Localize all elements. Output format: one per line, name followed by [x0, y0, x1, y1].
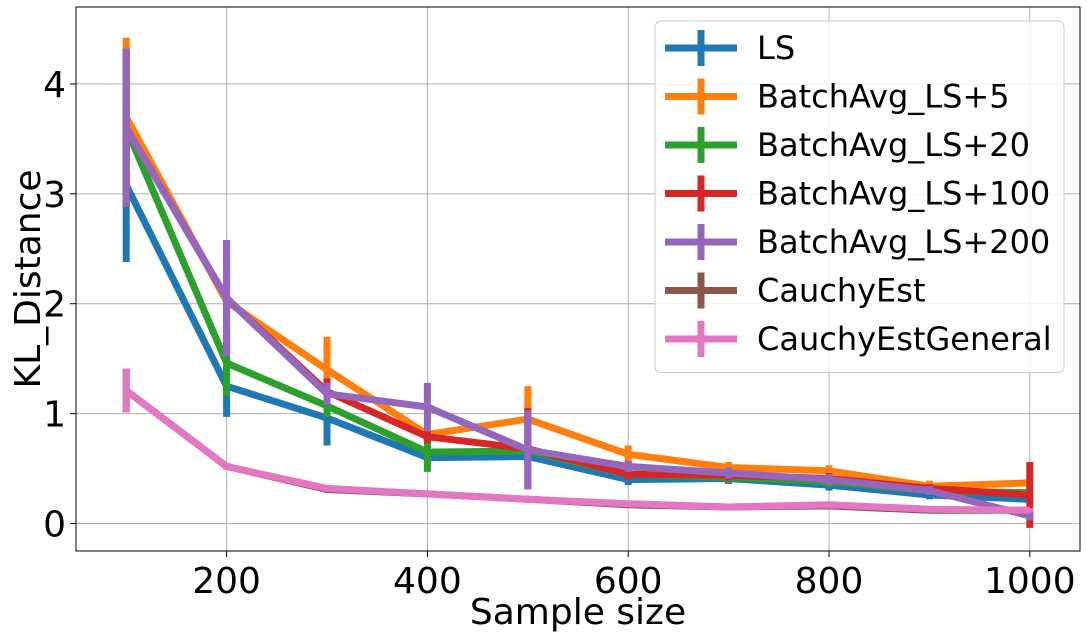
x-tick-label: 600 — [594, 561, 663, 602]
ticks: 200 400 600 800 1000 0 1 2 3 4 — [43, 65, 1076, 602]
legend-item: CauchyEstGeneral — [665, 320, 1052, 358]
series-line — [123, 183, 1030, 503]
y-tick-label: 0 — [43, 505, 66, 546]
y-tick-label: 1 — [43, 395, 66, 436]
legend-item: BatchAvg_LS+100 — [665, 175, 1050, 213]
x-axis-label: Sample size — [470, 592, 686, 633]
x-tick-label: 1000 — [984, 561, 1076, 602]
y-tick-label: 2 — [43, 285, 66, 326]
y-tick-label: 3 — [43, 175, 66, 216]
series-line — [124, 387, 1030, 514]
x-tick-label: 800 — [795, 561, 864, 602]
series-line — [123, 126, 1031, 520]
legend-label: BatchAvg_LS+100 — [757, 175, 1050, 213]
y-axis-label: KL_Distance — [8, 169, 49, 388]
x-tick-label: 200 — [192, 561, 261, 602]
legend-label: CauchyEstGeneral — [757, 320, 1052, 358]
legend: LS BatchAvg_LS+5 BatchAvg_LS+20 BatchAvg_LS… — [654, 20, 1065, 373]
legend-item: CauchyEst — [665, 272, 925, 310]
series-layer — [122, 37, 1034, 528]
legend-label: LS — [757, 29, 795, 67]
legend-item: BatchAvg_LS+5 — [665, 78, 1010, 116]
plot-frame — [75, 6, 1081, 552]
series-batchavg-ls-200 — [122, 48, 1034, 521]
legend-label: CauchyEst — [757, 272, 925, 310]
y-tick-label: 4 — [43, 65, 66, 106]
legend-label: BatchAvg_LS+5 — [757, 78, 1010, 116]
legend-label: BatchAvg_LS+200 — [757, 223, 1050, 261]
series-line — [123, 115, 1030, 490]
legend-item: BatchAvg_LS+200 — [665, 223, 1050, 261]
legend-item: LS — [665, 29, 795, 67]
legend-box — [654, 20, 1065, 373]
legend-label: BatchAvg_LS+20 — [757, 126, 1030, 164]
series-cauchyestgeneral — [122, 368, 1034, 514]
legend-item: BatchAvg_LS+20 — [665, 126, 1030, 164]
x-tick-label: 400 — [393, 561, 462, 602]
